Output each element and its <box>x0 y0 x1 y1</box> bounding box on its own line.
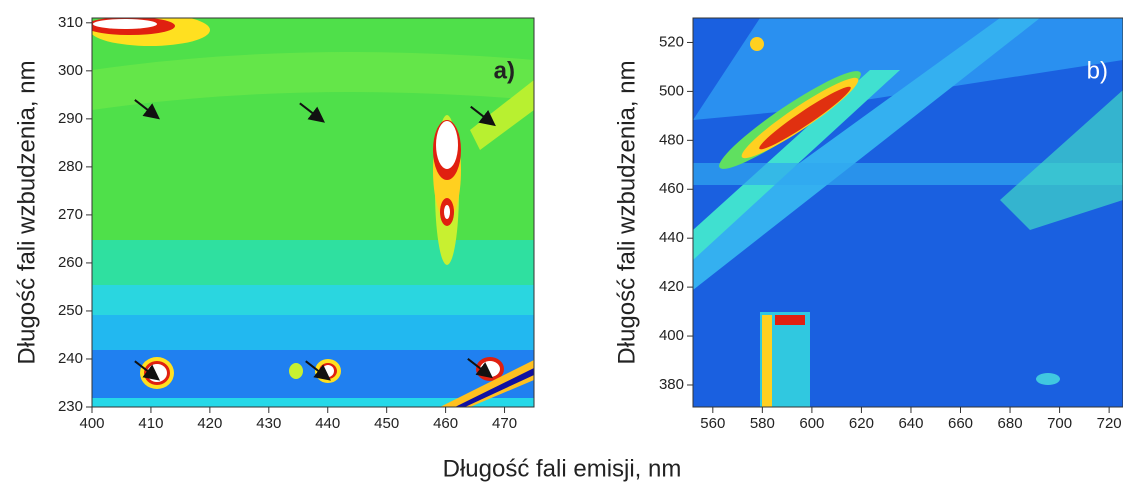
x-tick-label: 680 <box>998 415 1023 432</box>
y-tick-label: 440 <box>659 229 684 246</box>
y-axis-label: Długość fali wzbudzenia, nm <box>13 60 40 364</box>
x-tick-label: 640 <box>898 415 923 432</box>
y-axis-label: Długość fali wzbudzenia, nm <box>613 60 640 364</box>
x-axis-label: Długość fali emisji, nm <box>443 455 682 482</box>
arrow <box>299 102 326 123</box>
y-tick-label: 250 <box>58 302 83 319</box>
panel-label: a) <box>494 57 515 84</box>
x-tick-label: 450 <box>374 415 399 432</box>
y-tick-label: 460 <box>659 180 684 197</box>
y-tick-label: 480 <box>659 131 684 148</box>
y-tick-label: 230 <box>58 398 83 415</box>
arrow <box>305 360 331 381</box>
plot-frame <box>692 17 1123 408</box>
plot-frame <box>91 17 535 408</box>
x-tick-label: 720 <box>1097 415 1122 432</box>
y-tick-label: 310 <box>58 14 83 31</box>
x-tick-label: 620 <box>849 415 874 432</box>
x-tick-label: 430 <box>256 415 281 432</box>
y-tick-label: 300 <box>58 62 83 79</box>
x-tick-label: 420 <box>197 415 222 432</box>
contour-b <box>693 18 1123 407</box>
x-tick-label: 410 <box>138 415 163 432</box>
y-tick-label: 400 <box>659 327 684 344</box>
y-tick-label: 520 <box>659 33 684 50</box>
y-tick-label: 500 <box>659 82 684 99</box>
y-tick-label: 380 <box>659 376 684 393</box>
x-tick-label: 440 <box>315 415 340 432</box>
y-tick-label: 280 <box>58 158 83 175</box>
y-tick-label: 420 <box>659 278 684 295</box>
contour-a <box>92 18 534 407</box>
arrow <box>134 99 160 120</box>
arrow <box>134 360 160 381</box>
x-tick-label: 580 <box>750 415 775 432</box>
y-tick-label: 260 <box>58 254 83 271</box>
x-tick-label: 400 <box>79 415 104 432</box>
panel-label: b) <box>1087 57 1108 84</box>
x-tick-label: 700 <box>1047 415 1072 432</box>
y-tick-label: 240 <box>58 350 83 367</box>
y-tick-label: 270 <box>58 206 83 223</box>
x-tick-label: 560 <box>700 415 725 432</box>
x-tick-label: 460 <box>433 415 458 432</box>
arrow <box>470 105 496 127</box>
x-tick-label: 470 <box>492 415 517 432</box>
arrow <box>467 357 493 379</box>
x-tick-label: 600 <box>799 415 824 432</box>
y-tick-label: 290 <box>58 110 83 127</box>
x-tick-label: 660 <box>948 415 973 432</box>
